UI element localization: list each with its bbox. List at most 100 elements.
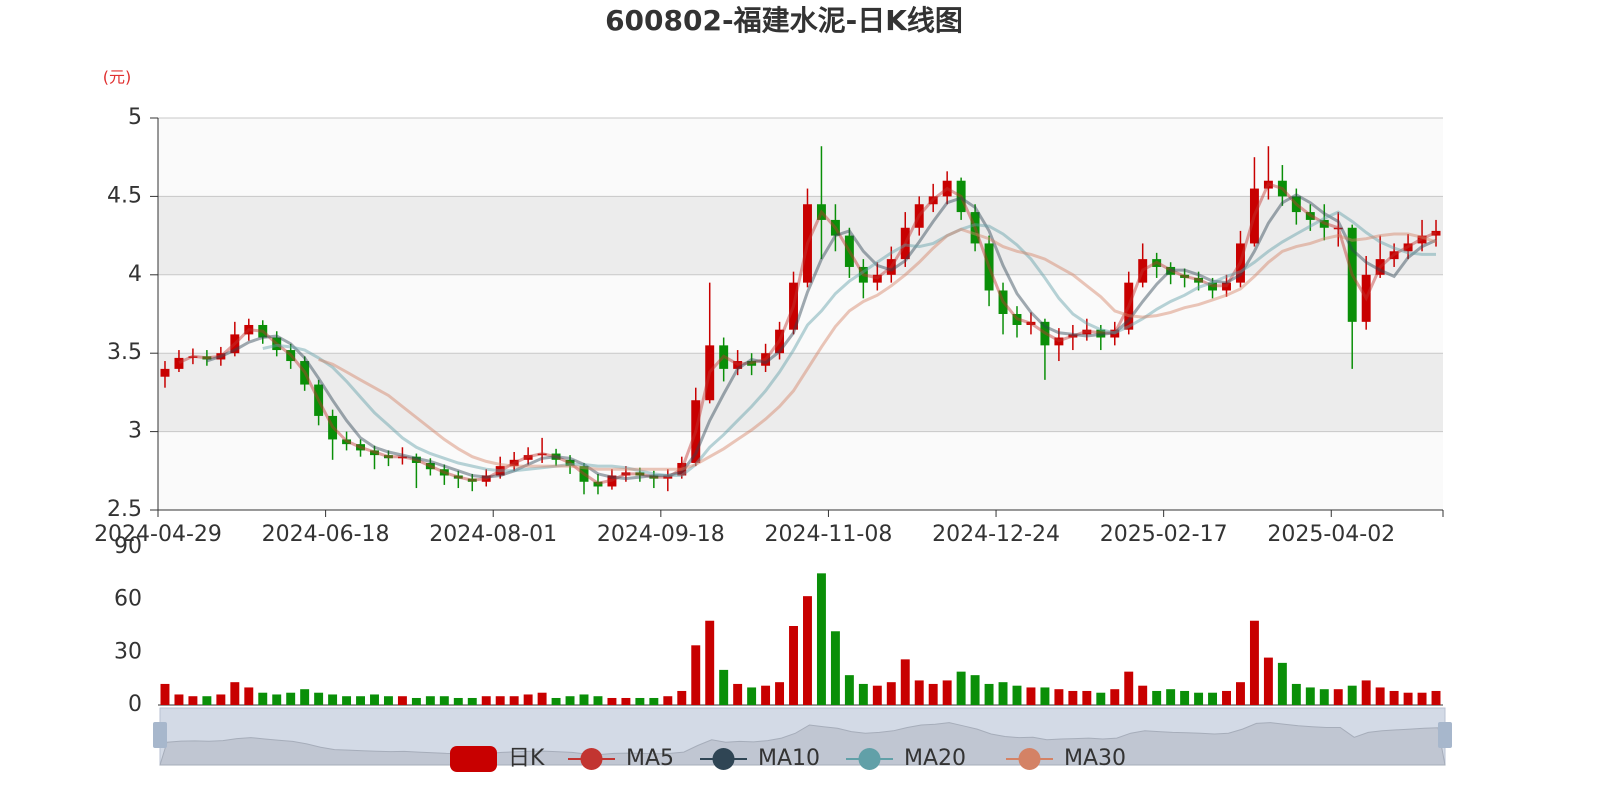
volume-bar [886, 682, 896, 705]
y-tick-label: 5 [128, 105, 142, 130]
candle-body [1054, 337, 1064, 346]
legend-icon[interactable] [1018, 748, 1041, 770]
volume-bar [397, 696, 407, 705]
volume-bar [579, 694, 589, 705]
candle-body [803, 204, 812, 283]
volume-bar [691, 645, 701, 705]
candle-body [1110, 329, 1120, 338]
candle-body [425, 462, 435, 470]
candle-body [621, 472, 631, 476]
candle-body [607, 475, 617, 487]
volume-bar [188, 696, 198, 705]
volume-bar [649, 697, 659, 705]
volume-tick-label: 60 [114, 587, 142, 612]
volume-bar [1375, 687, 1385, 705]
volume-bar [1166, 689, 1176, 705]
volume-bar [342, 696, 352, 705]
candle-body [719, 345, 729, 369]
volume-bar [1194, 692, 1204, 705]
volume-bar [1361, 680, 1371, 705]
legend-icon[interactable] [712, 748, 735, 770]
volume-bar [970, 675, 980, 705]
volume-bar [761, 685, 771, 705]
candle-body [370, 450, 379, 456]
volume-bar [998, 682, 1008, 705]
candle-body [844, 235, 854, 267]
legend-label[interactable]: MA5 [626, 746, 674, 771]
candle-body [188, 356, 198, 358]
legend-label[interactable]: 日K [508, 746, 545, 771]
volume-bar [160, 683, 170, 705]
volume-bar [383, 696, 393, 705]
x-tick-label: 2024-09-18 [597, 522, 725, 547]
candle-body [202, 356, 212, 360]
candle-body [160, 368, 170, 377]
legend-label[interactable]: MA30 [1064, 746, 1126, 771]
candle-body [1068, 334, 1078, 338]
candle-body [328, 415, 338, 440]
candle-body [356, 444, 365, 451]
volume-bar [1082, 690, 1092, 705]
split-area [158, 353, 1443, 432]
volume-bar [607, 697, 617, 705]
volume-bar [1152, 690, 1162, 705]
volume-bar [1319, 689, 1329, 705]
volume-bar [1040, 687, 1050, 705]
candle-body [216, 353, 226, 360]
volume-bar [174, 694, 184, 705]
candle-body [649, 475, 659, 479]
legend-icon[interactable] [858, 748, 881, 770]
volume-bar [411, 697, 421, 705]
candle-body [1040, 321, 1050, 346]
chart-title: 600802-福建水泥-日K线图 [605, 4, 963, 37]
candle-body [1222, 282, 1231, 291]
candle-body [314, 384, 324, 416]
candle-body [761, 353, 771, 366]
x-tick-label: 2024-08-01 [429, 522, 557, 547]
candle-body [1417, 235, 1427, 244]
candle-body [579, 466, 589, 482]
candle-body [998, 290, 1008, 314]
x-tick-label: 2024-12-24 [932, 522, 1060, 547]
volume-bar [537, 692, 547, 705]
candle-body [342, 439, 352, 445]
volume-bar [928, 683, 938, 705]
legend-icon[interactable] [580, 748, 603, 770]
candle-body [1124, 282, 1134, 330]
volume-bar [705, 620, 715, 705]
volume-bar [1068, 690, 1078, 705]
volume-bar [300, 689, 310, 705]
volume-bar [1054, 689, 1064, 705]
legend-label[interactable]: MA20 [904, 746, 966, 771]
legend-label[interactable]: MA10 [758, 746, 820, 771]
zoom-handle[interactable] [153, 722, 167, 748]
candle-body [775, 329, 785, 354]
zoom-handle[interactable] [1438, 722, 1452, 748]
candle-body [1236, 243, 1245, 283]
y-tick-label: 4 [128, 262, 142, 287]
candle-body [830, 219, 840, 236]
volume-bar [733, 683, 743, 705]
candle-body [663, 475, 673, 479]
candle-body [1012, 314, 1022, 325]
volume-bar [1138, 685, 1148, 705]
volume-bar [1026, 687, 1036, 705]
volume-bar [453, 697, 463, 705]
candle-body [1347, 227, 1357, 322]
volume-bar [677, 690, 687, 705]
volume-bar [663, 696, 673, 705]
legend-icon[interactable] [450, 746, 497, 772]
volume-bar [565, 696, 575, 705]
candle-body [439, 469, 449, 476]
candle-body [984, 243, 994, 291]
volume-bar [1277, 662, 1287, 705]
x-tick-label: 2025-02-17 [1100, 522, 1228, 547]
candle-body [453, 475, 463, 479]
candle-body [1180, 274, 1190, 278]
candle-body [495, 466, 505, 476]
candle-body [970, 212, 980, 244]
candle-body [942, 180, 952, 197]
volume-bar [1124, 671, 1134, 705]
candle-body [481, 475, 491, 482]
